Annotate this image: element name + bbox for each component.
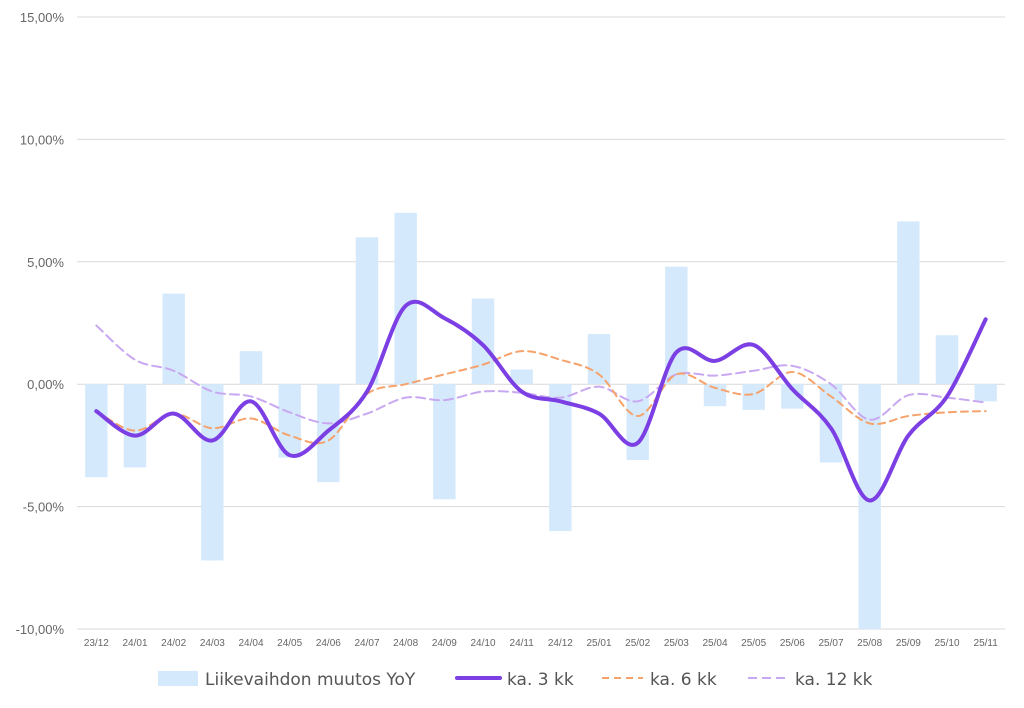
legend-item-12kk[interactable]: ka. 12 kk (748, 670, 873, 690)
bar-25-08[interactable] (858, 384, 881, 629)
legend: Liikevaihdon muutos YoY ka. 3 kk ka. 6 k… (158, 670, 873, 690)
y-axis-ticks: 15,00% 10,00% 5,00% 0,00% -5,00% -10,00% (16, 10, 65, 637)
bar-23-12[interactable] (85, 384, 108, 478)
x-tick-label: 24/04 (238, 638, 263, 649)
x-tick-label: 24/03 (200, 638, 225, 649)
bar-24-01[interactable] (123, 384, 147, 468)
gridlines (77, 16, 1005, 630)
x-tick-label: 24/01 (122, 638, 147, 649)
y-tick-label: 5,00% (27, 255, 64, 270)
x-tick-label: 25/02 (625, 638, 650, 649)
y-tick-label: 15,00% (20, 10, 65, 25)
legend-item-6kk[interactable]: ka. 6 kk (602, 670, 717, 690)
bar-25-04[interactable] (703, 384, 727, 407)
bar-24-03[interactable] (201, 384, 224, 561)
bar-24-08[interactable] (394, 212, 417, 385)
bar-25-02[interactable] (626, 384, 649, 461)
bar-25-03[interactable] (665, 266, 688, 385)
x-tick-label: 24/06 (316, 638, 341, 649)
bar-24-05[interactable] (278, 384, 301, 458)
bar-25-01[interactable] (587, 334, 611, 385)
y-tick-label: -5,00% (23, 500, 65, 515)
bar-24-10[interactable] (471, 298, 495, 385)
legend-swatch-yoy (158, 671, 198, 686)
x-tick-label: 24/07 (354, 638, 379, 649)
legend-label-12kk: ka. 12 kk (795, 670, 873, 690)
x-tick-label: 24/05 (277, 638, 302, 649)
x-tick-label: 25/03 (664, 638, 689, 649)
lines (94, 299, 988, 503)
bar-25-05[interactable] (742, 384, 765, 410)
bar-25-09[interactable] (897, 221, 920, 385)
x-tick-label: 25/09 (896, 638, 921, 649)
x-tick-label: 24/08 (393, 638, 418, 649)
line-ka-12-kk[interactable] (95, 324, 987, 425)
x-tick-label: 24/09 (432, 638, 457, 649)
x-tick-label: 25/10 (934, 638, 959, 649)
bar-25-11[interactable] (974, 384, 997, 402)
x-tick-label: 23/12 (84, 638, 109, 649)
x-tick-label: 24/10 (470, 638, 495, 649)
legend-label-yoy: Liikevaihdon muutos YoY (205, 670, 416, 690)
legend-label-3kk: ka. 3 kk (507, 670, 574, 690)
x-tick-label: 25/11 (974, 638, 999, 649)
x-tick-label: 25/04 (702, 638, 727, 649)
legend-item-yoy[interactable]: Liikevaihdon muutos YoY (158, 670, 416, 690)
x-tick-label: 25/01 (586, 638, 611, 649)
y-tick-label: 10,00% (20, 132, 65, 147)
x-tick-label: 25/07 (818, 638, 843, 649)
bar-25-06[interactable] (781, 384, 804, 409)
bar-24-04[interactable] (239, 351, 263, 385)
bar-24-09[interactable] (433, 384, 456, 500)
legend-label-6kk: ka. 6 kk (650, 670, 717, 690)
bar-25-10[interactable] (935, 335, 959, 385)
x-tick-label: 24/02 (161, 638, 186, 649)
x-tick-label: 25/08 (857, 638, 882, 649)
x-tick-label: 25/05 (741, 638, 766, 649)
line-ka-3-kk[interactable] (94, 299, 988, 503)
legend-item-3kk[interactable]: ka. 3 kk (455, 670, 574, 690)
bar-24-07[interactable] (355, 237, 379, 385)
bar-24-11[interactable] (510, 369, 533, 385)
line-ka-6-kk[interactable] (95, 350, 987, 445)
y-tick-label: 0,00% (27, 377, 64, 392)
y-tick-label: -10,00% (16, 622, 65, 637)
x-tick-label: 25/06 (780, 638, 805, 649)
x-axis-ticks: 23/12 24/01 24/02 24/03 24/04 24/05 24/06 24/07… (84, 638, 998, 649)
bar-24-12[interactable] (549, 384, 572, 532)
bar-24-02[interactable] (162, 293, 185, 385)
x-tick-label: 24/12 (548, 638, 573, 649)
x-tick-label: 24/11 (510, 638, 535, 649)
bars (85, 212, 997, 629)
